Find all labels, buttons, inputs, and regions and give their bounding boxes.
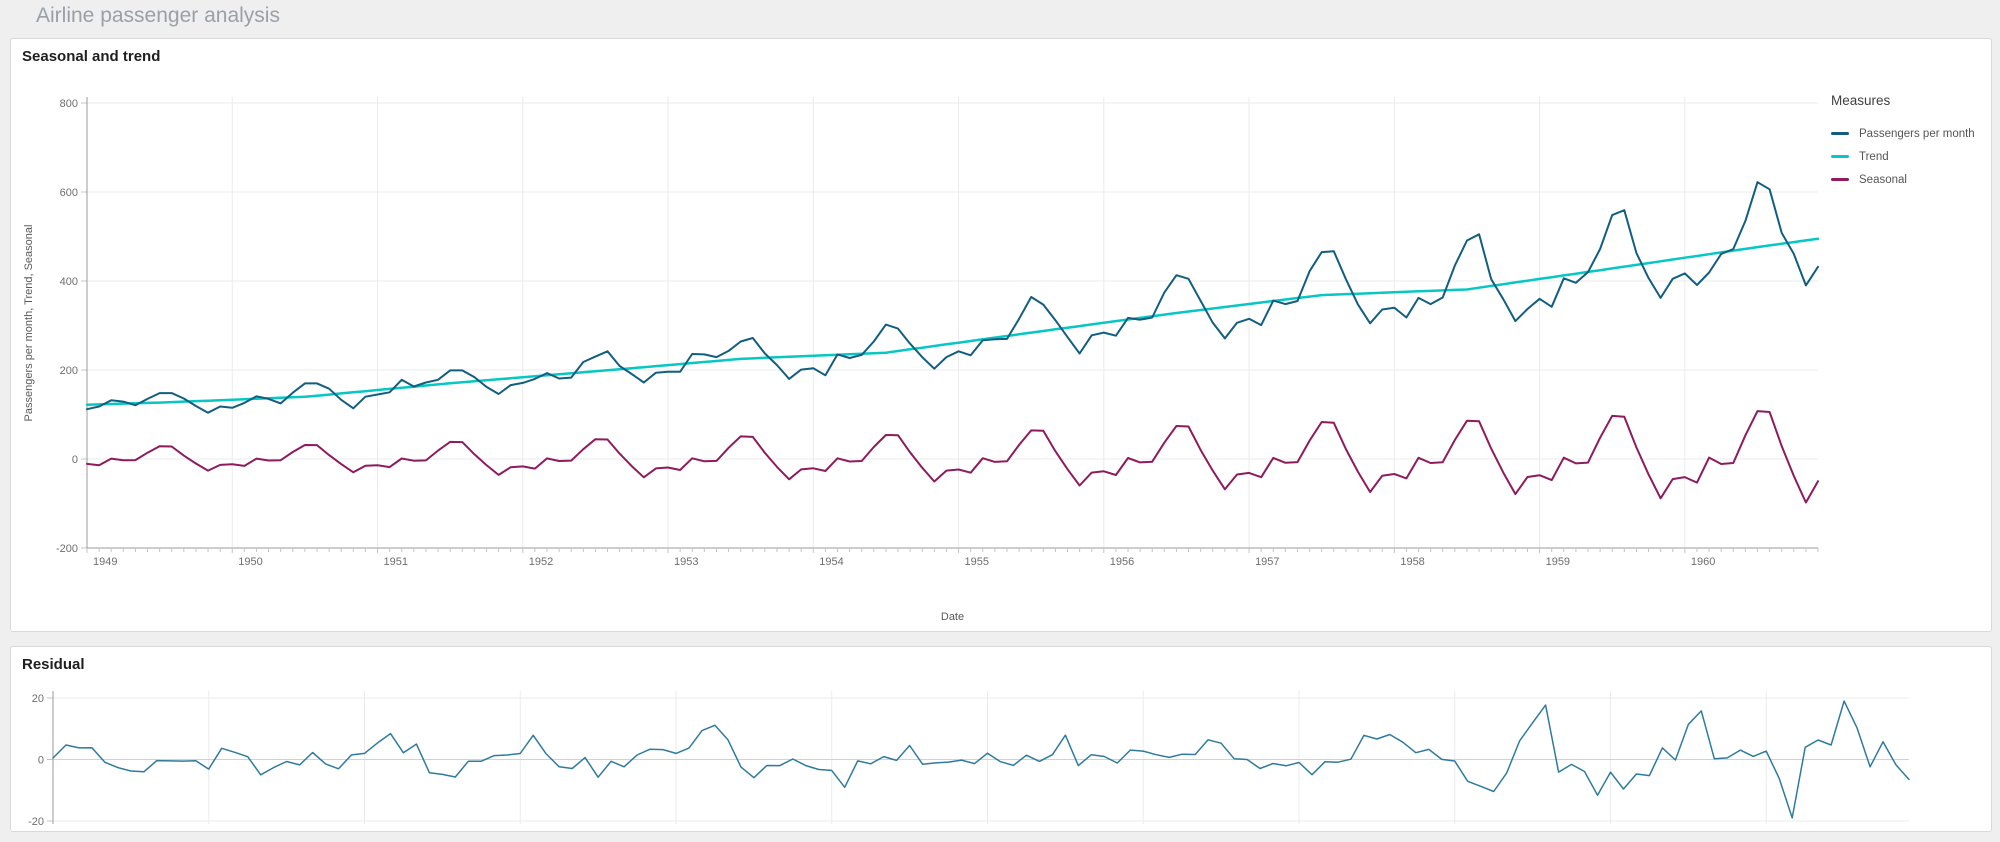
svg-text:1959: 1959 (1546, 556, 1570, 568)
svg-text:20: 20 (32, 693, 44, 705)
chart-card-residual: Residual 20 0 -20 (10, 646, 1992, 832)
x-axis-title: Date (940, 611, 965, 623)
legend-swatch (1831, 178, 1849, 181)
legend-item-passengers[interactable]: Passengers per month (1831, 122, 1991, 145)
svg-text:200: 200 (60, 365, 78, 377)
svg-text:1952: 1952 (529, 556, 553, 568)
svg-text:0: 0 (38, 755, 44, 767)
svg-text:1955: 1955 (965, 556, 989, 568)
legend: Measures Passengers per month Trend Seas… (1831, 93, 1991, 191)
svg-text:1951: 1951 (384, 556, 408, 568)
residual-plot[interactable]: 20 0 -20 (11, 647, 1993, 833)
chart-title-residual: Residual (22, 656, 85, 673)
legend-item-trend[interactable]: Trend (1831, 145, 1991, 168)
legend-swatch (1831, 155, 1849, 158)
svg-text:-20: -20 (28, 816, 44, 828)
svg-text:-200: -200 (56, 543, 78, 555)
svg-text:800: 800 (60, 98, 78, 110)
legend-item-seasonal[interactable]: Seasonal (1831, 168, 1991, 191)
legend-item-label: Trend (1859, 150, 1889, 163)
svg-text:1960: 1960 (1691, 556, 1715, 568)
svg-text:1958: 1958 (1400, 556, 1424, 568)
svg-text:1957: 1957 (1255, 556, 1279, 568)
svg-text:1949: 1949 (93, 556, 117, 568)
chart-card-seasonal-trend: Seasonal and trend Passengers per month,… (10, 38, 1992, 632)
svg-text:1954: 1954 (819, 556, 843, 568)
page-title: Airline passenger analysis (36, 4, 280, 27)
svg-text:600: 600 (60, 187, 78, 199)
chart-title-seasonal-trend: Seasonal and trend (22, 48, 161, 65)
svg-text:1950: 1950 (238, 556, 262, 568)
svg-text:1953: 1953 (674, 556, 698, 568)
legend-swatch (1831, 132, 1849, 135)
legend-item-label: Passengers per month (1859, 127, 1975, 140)
seasonal-trend-plot[interactable]: 800 600 400 200 0 -200 1949 1950 1951 1952 1953 195… (11, 39, 1993, 633)
svg-text:0: 0 (72, 454, 78, 466)
legend-item-label: Seasonal (1859, 173, 1907, 186)
svg-text:1956: 1956 (1110, 556, 1134, 568)
legend-title: Measures (1831, 93, 1891, 108)
svg-text:400: 400 (60, 276, 78, 288)
